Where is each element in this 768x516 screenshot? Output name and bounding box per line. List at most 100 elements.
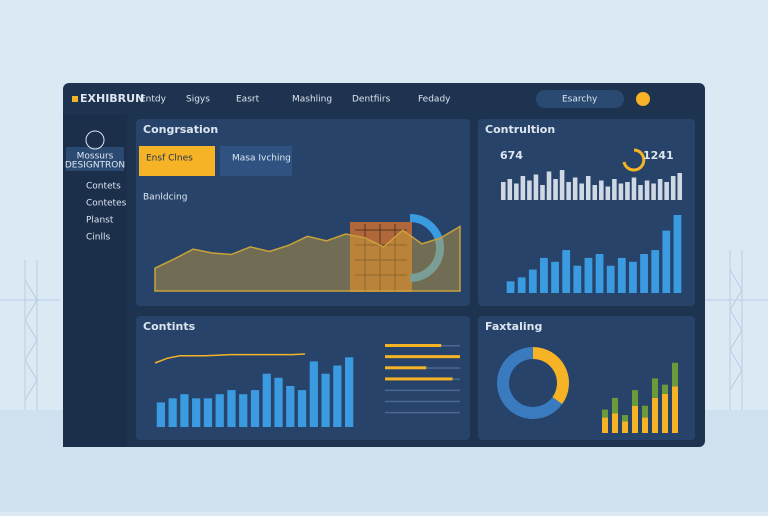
area <box>154 225 461 292</box>
nav-item[interactable]: Easrt <box>236 95 260 105</box>
bar <box>592 185 598 200</box>
sidebar-item[interactable]: Cinlls <box>86 233 110 243</box>
bar <box>215 394 224 427</box>
stack-bar <box>602 417 608 433</box>
stack-bar <box>622 415 628 422</box>
progress-bar <box>385 344 442 347</box>
bar <box>520 176 526 200</box>
bar <box>562 250 571 293</box>
stack-bar <box>672 386 678 433</box>
bar <box>673 215 682 293</box>
bar <box>585 176 591 200</box>
bar <box>309 361 318 427</box>
bar <box>551 261 559 293</box>
bar <box>333 365 342 427</box>
gauge <box>622 148 646 172</box>
bar <box>506 281 515 293</box>
progress-bar <box>385 355 460 359</box>
panel-title: Contints <box>143 320 196 333</box>
card[interactable] <box>220 146 292 176</box>
avatar <box>85 130 105 150</box>
bar <box>629 261 637 293</box>
bar <box>274 377 283 427</box>
bar <box>651 250 660 293</box>
bar <box>664 182 669 200</box>
progress-bar <box>385 377 453 381</box>
bar <box>657 179 663 200</box>
decor-arc <box>409 214 444 282</box>
nav-item[interactable]: Dentfiirs <box>352 95 391 105</box>
bar <box>540 257 548 293</box>
bar <box>573 265 582 293</box>
bar <box>507 179 513 200</box>
stack-bar <box>622 421 628 433</box>
bar <box>631 177 637 200</box>
bar <box>651 183 656 200</box>
sidebar-item[interactable]: Contets <box>86 182 121 192</box>
stack-bar <box>602 409 608 418</box>
bar <box>500 182 506 200</box>
stack-bar <box>672 362 678 387</box>
search-box[interactable] <box>536 90 624 108</box>
nav-item[interactable]: Entdy <box>140 95 167 105</box>
bar <box>540 185 545 200</box>
bar <box>528 269 537 293</box>
bar <box>345 357 354 427</box>
bar <box>606 265 615 293</box>
bar <box>250 390 260 427</box>
bar <box>612 179 617 200</box>
nav-item[interactable]: Sigys <box>186 95 210 105</box>
donut-slice <box>497 347 563 419</box>
bar <box>584 257 593 293</box>
nav-item[interactable]: Fedady <box>418 95 451 105</box>
bar <box>599 180 604 200</box>
profile-text: DESIGNTRON <box>65 161 125 171</box>
bar <box>192 398 201 427</box>
search[interactable]: Esarchy <box>562 95 598 105</box>
sidebar-item[interactable]: Contetes <box>86 199 127 209</box>
bar <box>156 402 165 427</box>
bar <box>321 373 330 427</box>
bar <box>618 183 624 200</box>
sidebar-item[interactable]: Planst <box>86 216 114 226</box>
bar <box>262 373 271 427</box>
stack-bar <box>662 394 668 433</box>
stack-bar <box>642 417 648 433</box>
bar <box>527 180 532 200</box>
bar <box>595 254 604 293</box>
card-label: Ensf Clnes <box>146 154 193 164</box>
bar <box>662 230 671 293</box>
bar <box>180 394 189 427</box>
subtitle: Banldcing <box>143 193 187 203</box>
bar <box>517 277 526 293</box>
donut-slice <box>532 347 569 405</box>
line <box>154 353 306 364</box>
bar <box>605 186 611 200</box>
panel-title: Contrultion <box>485 123 555 136</box>
crane-left <box>0 260 60 410</box>
bar <box>239 394 248 427</box>
card[interactable] <box>139 146 215 176</box>
bar <box>677 173 683 200</box>
bar <box>227 390 236 427</box>
stack-bar <box>652 397 658 433</box>
card-label: Masa Ivching <box>232 154 291 164</box>
nav-item[interactable]: Mashling <box>292 95 332 105</box>
stack-bar <box>662 384 668 394</box>
bar <box>559 170 565 200</box>
logo-icon <box>72 96 78 102</box>
bar <box>625 182 630 200</box>
bar <box>533 174 539 200</box>
panel-title: Faxtaling <box>485 320 542 333</box>
bar <box>638 185 643 200</box>
user-avatar[interactable] <box>636 92 650 106</box>
crane-right <box>705 250 768 410</box>
bar <box>670 176 676 200</box>
bar <box>572 177 578 200</box>
bar <box>644 180 650 200</box>
kpi: 674 <box>500 149 523 162</box>
bar <box>203 398 213 427</box>
stack-bar <box>632 405 638 433</box>
stack-bar <box>642 405 648 418</box>
